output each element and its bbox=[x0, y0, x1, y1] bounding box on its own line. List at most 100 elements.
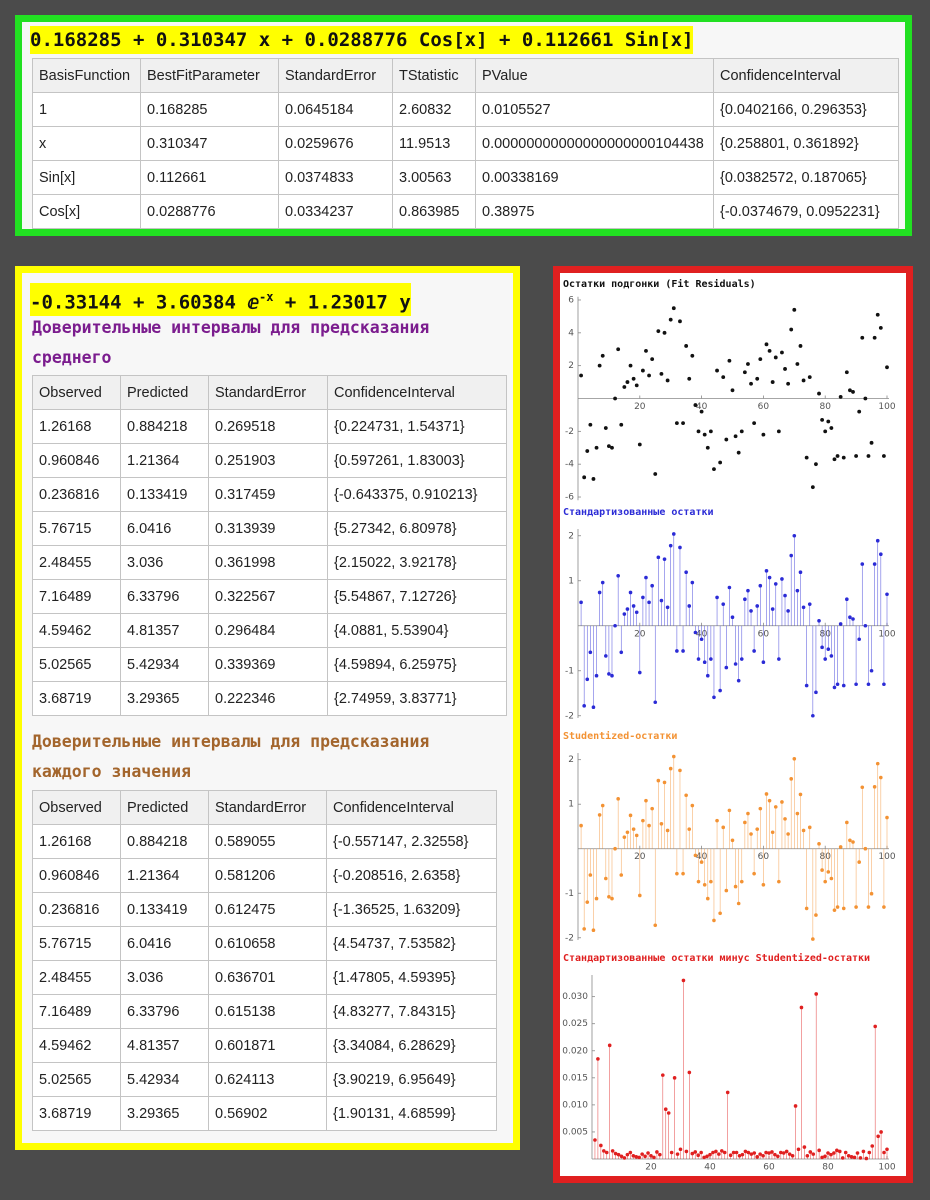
point bbox=[780, 350, 784, 355]
header-row: BasisFunction BestFitParameter StandardErr… bbox=[32, 58, 899, 93]
point bbox=[656, 329, 661, 334]
point bbox=[727, 585, 732, 590]
table-cell: {5.54867, 7.12726} bbox=[327, 579, 507, 614]
point bbox=[811, 713, 815, 718]
x-tick-label: 60 bbox=[758, 402, 770, 412]
table-cell: 3.00563 bbox=[392, 160, 476, 195]
point bbox=[783, 817, 787, 821]
point bbox=[671, 306, 676, 311]
point bbox=[786, 832, 790, 836]
residuals-panel: Остатки подгонки (Fit Residuals) 20 40 60 80… bbox=[553, 266, 913, 1183]
point bbox=[696, 879, 701, 884]
point bbox=[845, 820, 849, 825]
point bbox=[588, 650, 593, 655]
point bbox=[743, 820, 747, 825]
point bbox=[746, 588, 750, 593]
y-tick-label: 2 bbox=[568, 361, 574, 371]
point bbox=[855, 1151, 860, 1155]
point bbox=[761, 882, 766, 887]
table-row: 1.26168 0.884218 0.269518 {0.224731, 1.5437… bbox=[32, 409, 507, 444]
table-cell: 5.76715 bbox=[32, 926, 121, 961]
point bbox=[731, 1150, 736, 1155]
point bbox=[851, 390, 855, 394]
point bbox=[841, 906, 846, 911]
point bbox=[829, 876, 834, 881]
point bbox=[826, 647, 831, 651]
point bbox=[770, 1150, 774, 1154]
table-row: 0.960846 1.21364 0.251903 {0.597261, 1.8300… bbox=[32, 443, 507, 478]
point bbox=[711, 1150, 715, 1155]
point bbox=[736, 901, 741, 906]
point bbox=[622, 385, 627, 389]
point bbox=[674, 421, 679, 426]
point bbox=[758, 1152, 762, 1156]
point bbox=[820, 1155, 824, 1160]
point bbox=[712, 695, 716, 700]
table-cell: 0.960846 bbox=[32, 858, 121, 893]
table-cell: {-0.208516, 2.6358} bbox=[326, 858, 497, 893]
point bbox=[712, 467, 716, 472]
point bbox=[634, 610, 639, 615]
point bbox=[597, 363, 602, 368]
point bbox=[637, 442, 642, 447]
table-cell: {-0.557147, 2.32558} bbox=[326, 824, 497, 859]
point bbox=[792, 756, 797, 761]
point bbox=[669, 1150, 674, 1155]
chart-title: Стандартизованные остатки bbox=[563, 507, 714, 518]
table-row: 0.960846 1.21364 0.581206 {-0.208516, 2.635… bbox=[32, 858, 497, 893]
table-cell: {0.0382572, 0.187065} bbox=[713, 160, 899, 195]
table-cell: 0.863985 bbox=[392, 194, 476, 229]
point bbox=[867, 1150, 872, 1155]
table-cell: 0.133419 bbox=[120, 477, 209, 512]
point bbox=[708, 429, 713, 434]
point bbox=[693, 1150, 698, 1154]
point bbox=[622, 835, 627, 839]
point bbox=[616, 1152, 621, 1157]
table-row: 0.236816 0.133419 0.317459 {-0.643375, 0.91… bbox=[32, 477, 507, 512]
point bbox=[631, 827, 636, 831]
point bbox=[678, 319, 682, 324]
point bbox=[835, 1148, 839, 1153]
header-cell: BestFitParameter bbox=[140, 58, 279, 93]
point bbox=[684, 570, 688, 574]
point bbox=[708, 1152, 712, 1157]
point bbox=[663, 1107, 668, 1112]
table-cell: 4.81357 bbox=[120, 613, 209, 648]
table-row: 2.48455 3.036 0.636701 {1.47805, 4.59395} bbox=[32, 960, 497, 995]
point bbox=[650, 583, 654, 588]
point bbox=[873, 1024, 877, 1029]
point bbox=[696, 657, 701, 661]
point bbox=[650, 806, 654, 811]
point bbox=[607, 895, 611, 899]
point bbox=[820, 868, 824, 872]
table-cell: 5.42934 bbox=[120, 1062, 209, 1097]
point bbox=[644, 348, 648, 353]
point bbox=[796, 1147, 801, 1152]
point bbox=[755, 604, 760, 608]
point bbox=[798, 344, 803, 348]
point bbox=[585, 900, 590, 904]
point bbox=[864, 1156, 869, 1161]
point bbox=[625, 607, 630, 611]
table-cell: 0.310347 bbox=[140, 126, 279, 161]
table-cell: 1 bbox=[32, 92, 141, 127]
x-tick-label: 80 bbox=[819, 402, 831, 412]
table-cell: {4.83277, 7.84315} bbox=[326, 994, 497, 1029]
table-cell: 2.48455 bbox=[32, 545, 121, 580]
table-row: 7.16489 6.33796 0.322567 {5.54867, 7.12726} bbox=[32, 579, 507, 614]
point bbox=[807, 375, 812, 380]
table-cell: 0.236816 bbox=[32, 892, 121, 927]
point bbox=[861, 1149, 866, 1154]
point bbox=[705, 673, 710, 678]
point bbox=[715, 595, 719, 600]
point bbox=[875, 761, 880, 766]
point bbox=[619, 873, 624, 877]
point bbox=[829, 1152, 833, 1157]
point bbox=[841, 455, 846, 460]
x-tick-label: 80 bbox=[822, 1163, 834, 1173]
prediction-panel: -0.33144 + 3.60384 ⅇ-x + 1.23017 y Довер… bbox=[15, 266, 520, 1150]
point bbox=[860, 335, 865, 340]
point bbox=[616, 347, 621, 352]
point bbox=[714, 1149, 718, 1154]
table-cell: {0.224731, 1.54371} bbox=[327, 409, 507, 444]
